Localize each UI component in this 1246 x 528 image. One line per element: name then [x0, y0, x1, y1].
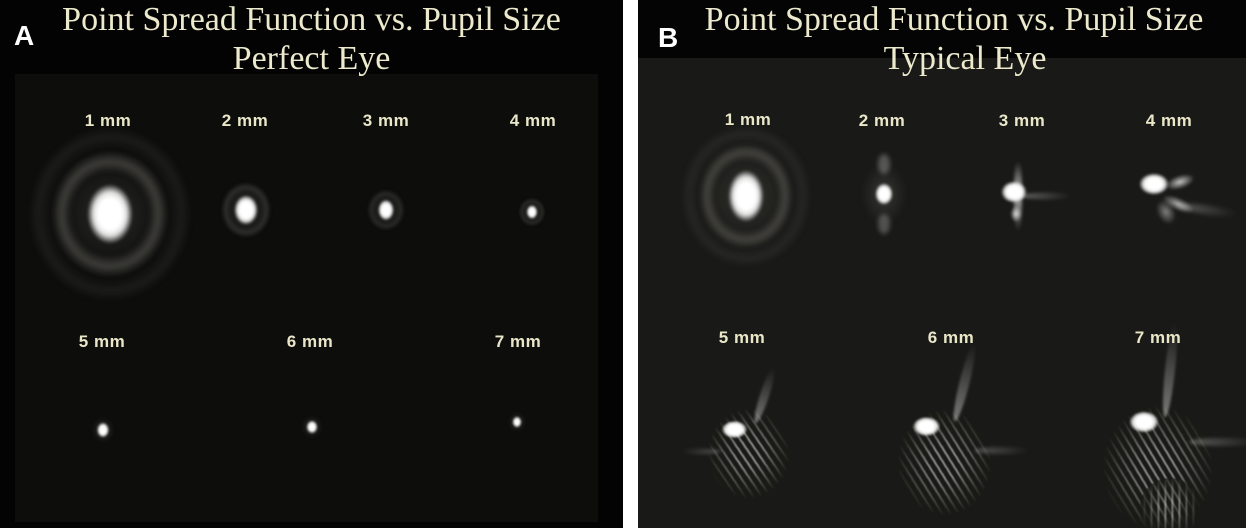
panel-a-label-6mm: 6 mm — [286, 332, 334, 351]
panel-a-psf-image-area — [15, 74, 598, 522]
panel-a-label-7mm: 7 mm — [494, 332, 542, 351]
panel-b-marker: B — [658, 22, 679, 53]
panel-a-title-line2: Perfect Eye — [232, 40, 391, 77]
psf-blob-b-6mm — [877, 341, 1030, 528]
panel-a-title-line1: Point Spread Function vs. Pupil Size — [62, 1, 561, 38]
panel-a-label-4mm: 4 mm — [509, 111, 557, 130]
psf-blob-b-5mm — [680, 366, 806, 509]
panel-b-label-2mm: 2 mm — [858, 111, 906, 130]
panel-b-label-1mm: 1 mm — [724, 110, 772, 129]
psf-blob-b-1mm — [671, 118, 821, 274]
panel-b-typical-eye: B Point Spread Function vs. Pupil Size T… — [638, 0, 1246, 528]
panel-a-perfect-eye: A Point Spread Function vs. Pupil Size P… — [0, 0, 623, 528]
psf-blob-b-3mm — [970, 141, 1072, 251]
psf-blob-b-4mm — [1112, 148, 1239, 240]
panel-b-label-6mm: 6 mm — [927, 328, 975, 347]
psf-blob-b-2mm — [846, 146, 922, 242]
panel-b-label-4mm: 4 mm — [1145, 111, 1193, 130]
panel-b-title: Point Spread Function vs. Pupil Size Typ… — [650, 0, 1246, 78]
panel-b-label-3mm: 3 mm — [998, 111, 1046, 130]
psf-blob-b-7mm — [1083, 322, 1246, 528]
panel-a-label-1mm: 1 mm — [84, 111, 132, 130]
panel-b-title-line1: Point Spread Function vs. Pupil Size — [704, 1, 1204, 38]
panel-a-label-2mm: 2 mm — [221, 111, 269, 130]
panel-b-label-7mm: 7 mm — [1134, 328, 1182, 347]
panel-b-label-5mm: 5 mm — [718, 328, 766, 347]
panel-a-label-5mm: 5 mm — [78, 332, 126, 351]
panel-a-marker: A — [14, 20, 35, 51]
panel-b-title-line2: Typical Eye — [883, 40, 1047, 77]
panel-a-label-3mm: 3 mm — [362, 111, 410, 130]
panel-b-title-band — [638, 0, 1246, 58]
panel-a-title: Point Spread Function vs. Pupil Size Per… — [0, 0, 623, 78]
